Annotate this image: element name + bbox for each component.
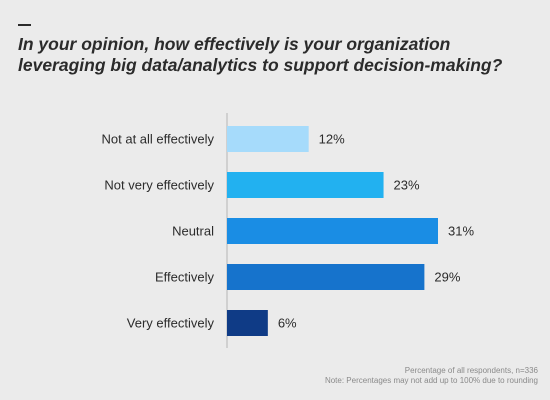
value-label: 31% [448, 224, 474, 239]
title-accent-dash [18, 24, 31, 26]
value-label: 12% [319, 132, 345, 147]
value-label: 29% [434, 270, 460, 285]
bar [227, 310, 268, 336]
footnote-rounding: Note: Percentages may not add up to 100%… [324, 376, 538, 385]
footnote: Percentage of all respondents, n=336 Not… [325, 366, 538, 386]
footnote-sample: Percentage of all respondents, n=336 [404, 366, 538, 375]
bar [227, 218, 438, 244]
value-label: 6% [278, 316, 297, 331]
category-label: Neutral [172, 224, 214, 239]
category-label: Very effectively [127, 316, 215, 331]
category-label: Not at all effectively [102, 132, 215, 147]
category-label: Effectively [155, 270, 215, 285]
bar [227, 172, 384, 198]
chart-title: In your opinion, how effectively is your… [18, 34, 503, 75]
category-label: Not very effectively [104, 178, 214, 193]
value-label: 23% [394, 178, 420, 193]
bar [227, 126, 309, 152]
bar [227, 264, 425, 290]
